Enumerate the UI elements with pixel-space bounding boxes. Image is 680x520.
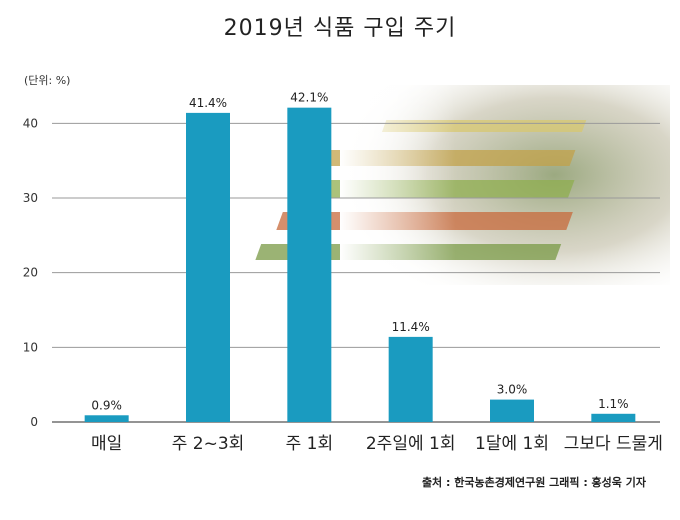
value-label: 3.0% — [497, 383, 528, 397]
background-produce-photo — [255, 85, 670, 285]
value-label: 41.4% — [189, 96, 227, 110]
x-tick-label: 주 1회 — [286, 434, 334, 454]
x-tick-label: 주 2~3회 — [172, 434, 245, 454]
y-tick-label: 20 — [23, 266, 38, 280]
x-tick-label: 매일 — [91, 434, 122, 454]
value-label: 42.1% — [290, 91, 328, 105]
source-credit: 출처 : 한국농촌경제연구원 그래픽 : 홍성욱 기자 — [421, 476, 646, 489]
chart-title: 2019년 식품 구입 주기 — [223, 16, 457, 41]
y-tick-label: 10 — [23, 340, 38, 354]
y-tick-label: 30 — [23, 191, 38, 205]
bar — [591, 413, 636, 422]
x-tick-label: 그보다 드물게 — [564, 434, 663, 454]
bar — [490, 399, 534, 422]
bar — [186, 112, 230, 422]
x-tick-label: 1달에 1회 — [475, 434, 549, 454]
value-label: 1.1% — [598, 397, 629, 411]
y-tick-label: 40 — [23, 116, 38, 130]
bar — [287, 107, 332, 423]
bar — [84, 415, 129, 422]
x-tick-label: 2주일에 1회 — [366, 434, 456, 454]
value-label: 11.4% — [392, 320, 430, 334]
bar — [388, 336, 433, 422]
unit-label: (단위: %) — [24, 74, 71, 87]
value-label: 0.9% — [91, 398, 122, 412]
y-tick-label: 0 — [30, 415, 38, 429]
